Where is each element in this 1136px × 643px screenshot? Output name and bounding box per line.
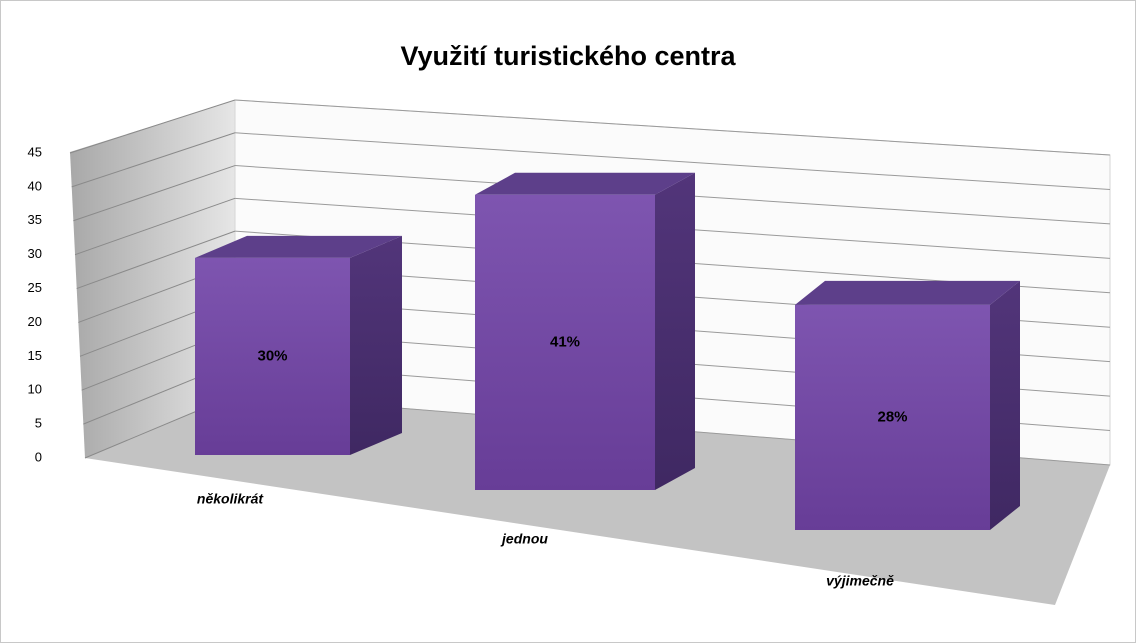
bar-side [350, 235, 402, 455]
left-wall [70, 100, 235, 458]
data-label: 28% [877, 408, 907, 425]
plot: 0 5 10 15 20 25 30 35 40 45 několikrát 30% jednou 41%… [28, 99, 1111, 589]
y-tick-label: 5 [35, 416, 42, 431]
grid-line [74, 197, 236, 256]
bar-top [475, 172, 695, 195]
y-tick-label: 45 [28, 144, 42, 159]
y-tick-label: 15 [28, 348, 42, 363]
grid-line [234, 99, 1111, 156]
bar-side [990, 280, 1020, 530]
bar [475, 194, 655, 491]
bar-side [655, 172, 695, 491]
grid-line [71, 132, 236, 188]
x-tick-label: jednou [500, 531, 548, 547]
grid-line [76, 230, 236, 290]
grid-line [234, 132, 1111, 190]
bar [195, 257, 350, 455]
chart-title: Využití turistického centra [400, 41, 736, 71]
data-label: 41% [550, 333, 580, 350]
y-tick-label: 35 [28, 212, 42, 227]
bar-top [795, 280, 1020, 305]
x-tick-label: výjimečně [826, 573, 894, 589]
x-tick-label: několikrát [197, 491, 264, 507]
grid-line [69, 99, 236, 154]
data-label: 30% [257, 347, 287, 364]
bar-top [195, 235, 402, 258]
grid-line [73, 165, 236, 222]
y-tick-label: 25 [28, 280, 42, 295]
y-tick-label: 30 [28, 246, 42, 261]
y-tick-label: 0 [35, 449, 42, 464]
y-tick-label: 10 [28, 382, 42, 397]
bar [795, 304, 990, 530]
y-tick-label: 40 [28, 178, 42, 193]
y-tick-label: 20 [28, 314, 42, 329]
